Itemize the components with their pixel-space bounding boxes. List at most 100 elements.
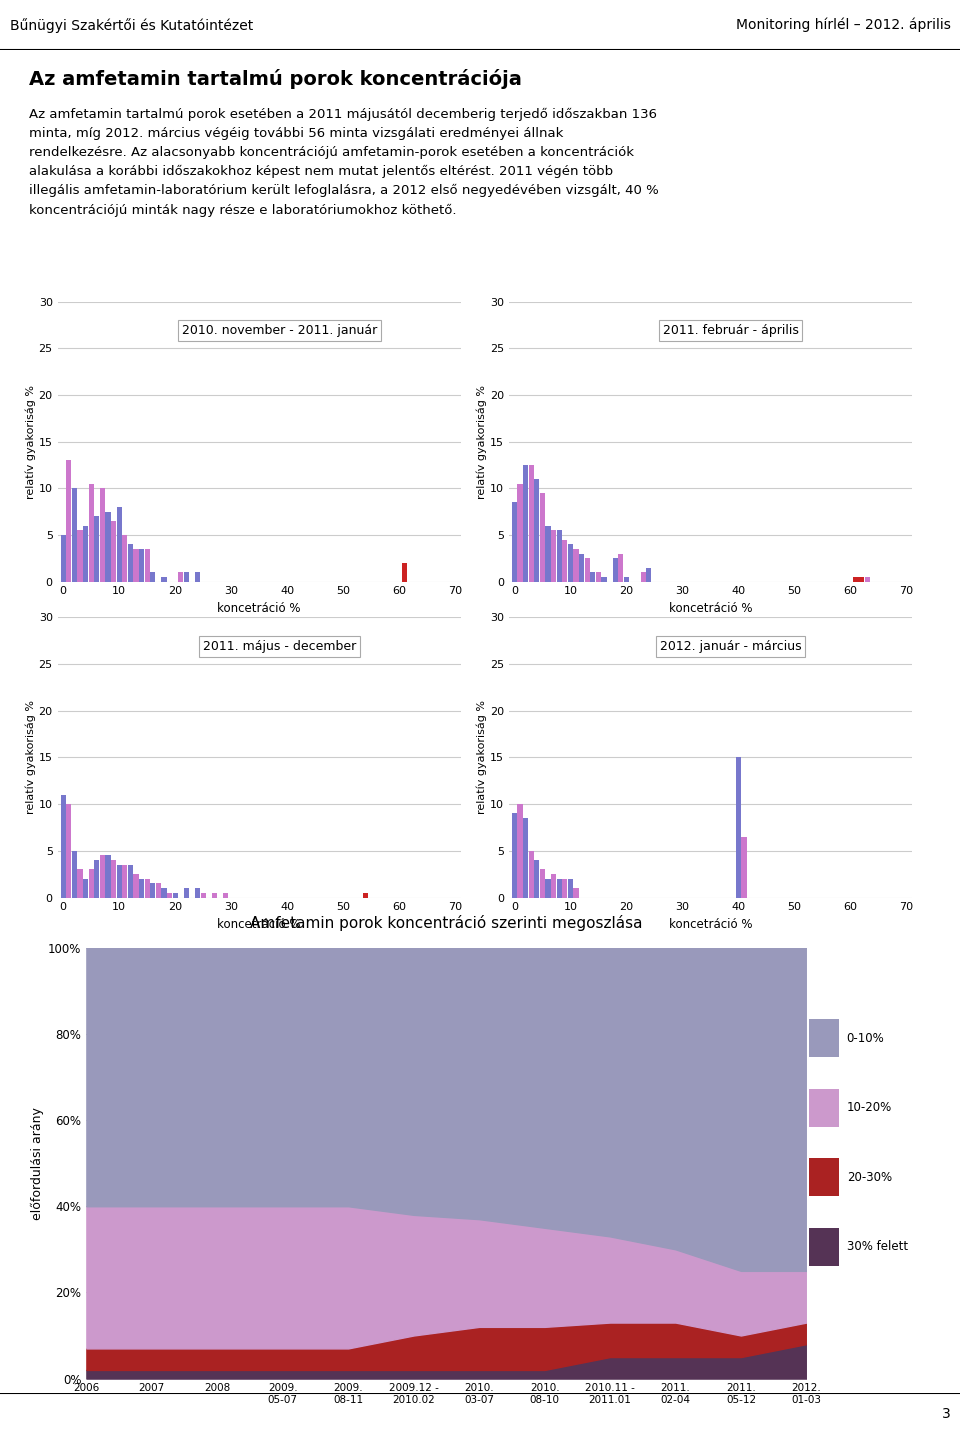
- Bar: [179, 573, 183, 582]
- Bar: [106, 856, 110, 898]
- Bar: [853, 577, 858, 582]
- Bar: [195, 887, 200, 898]
- Bar: [151, 883, 156, 898]
- Bar: [161, 577, 166, 582]
- Y-axis label: relatív gyakoriság %: relatív gyakoriság %: [25, 385, 36, 498]
- Bar: [545, 526, 550, 582]
- Bar: [78, 530, 83, 582]
- FancyBboxPatch shape: [809, 1088, 839, 1127]
- Bar: [184, 573, 189, 582]
- X-axis label: koncetráció %: koncetráció %: [218, 918, 300, 931]
- Bar: [517, 484, 522, 582]
- Bar: [100, 856, 105, 898]
- FancyBboxPatch shape: [809, 1020, 839, 1057]
- Bar: [128, 544, 132, 582]
- Bar: [161, 887, 166, 898]
- Bar: [512, 503, 516, 582]
- Bar: [72, 488, 77, 582]
- Bar: [139, 549, 144, 582]
- Bar: [139, 879, 144, 898]
- Bar: [111, 521, 116, 582]
- Bar: [145, 549, 150, 582]
- FancyBboxPatch shape: [809, 1159, 839, 1196]
- Bar: [545, 879, 550, 898]
- Bar: [865, 577, 870, 582]
- Bar: [195, 573, 200, 582]
- Bar: [94, 516, 99, 582]
- Bar: [94, 860, 99, 898]
- Bar: [557, 530, 562, 582]
- X-axis label: koncetráció %: koncetráció %: [669, 602, 752, 615]
- Bar: [573, 887, 579, 898]
- FancyBboxPatch shape: [809, 1228, 839, 1265]
- Bar: [612, 559, 617, 582]
- Bar: [741, 837, 747, 898]
- Bar: [184, 887, 189, 898]
- Bar: [602, 577, 607, 582]
- Bar: [223, 893, 228, 898]
- Bar: [133, 875, 138, 898]
- Bar: [859, 577, 864, 582]
- Text: Az amfetamin tartalmú porok koncentrációja: Az amfetamin tartalmú porok koncentráció…: [29, 69, 521, 89]
- Bar: [84, 879, 88, 898]
- Text: 20-30%: 20-30%: [847, 1170, 892, 1183]
- Text: 30% felett: 30% felett: [847, 1241, 908, 1254]
- Bar: [78, 870, 83, 898]
- Bar: [568, 879, 573, 898]
- Bar: [156, 883, 161, 898]
- Bar: [117, 507, 122, 582]
- Bar: [122, 536, 128, 582]
- Bar: [151, 573, 156, 582]
- Bar: [517, 804, 522, 898]
- Bar: [145, 879, 150, 898]
- Y-axis label: relatív gyakoriság %: relatív gyakoriság %: [476, 385, 487, 498]
- Bar: [212, 893, 217, 898]
- Bar: [88, 870, 94, 898]
- Bar: [88, 484, 94, 582]
- Bar: [523, 819, 528, 898]
- Bar: [596, 573, 601, 582]
- Bar: [736, 758, 741, 898]
- Bar: [100, 488, 105, 582]
- Text: 2010. november - 2011. január: 2010. november - 2011. január: [181, 325, 377, 337]
- Bar: [563, 540, 567, 582]
- Bar: [363, 893, 368, 898]
- Bar: [512, 813, 516, 898]
- Bar: [133, 549, 138, 582]
- Bar: [585, 559, 589, 582]
- Text: Amfetamin porok koncentráció szerinti megoszlása: Amfetamin porok koncentráció szerinti me…: [251, 915, 642, 931]
- Text: 2011. február - április: 2011. február - április: [662, 325, 799, 337]
- X-axis label: koncetráció %: koncetráció %: [218, 602, 300, 615]
- Bar: [618, 553, 623, 582]
- Bar: [624, 577, 629, 582]
- Bar: [551, 530, 556, 582]
- Bar: [167, 893, 172, 898]
- Bar: [540, 493, 545, 582]
- Bar: [563, 879, 567, 898]
- Bar: [60, 796, 65, 898]
- Y-axis label: relatív gyakoriság %: relatív gyakoriság %: [476, 701, 487, 814]
- Bar: [540, 870, 545, 898]
- Text: 2012. január - március: 2012. január - március: [660, 640, 802, 653]
- Bar: [117, 864, 122, 898]
- Bar: [72, 850, 77, 898]
- Bar: [590, 573, 595, 582]
- Bar: [640, 573, 646, 582]
- X-axis label: koncetráció %: koncetráció %: [669, 918, 752, 931]
- Bar: [523, 465, 528, 582]
- Bar: [529, 465, 534, 582]
- Text: 0-10%: 0-10%: [847, 1031, 884, 1045]
- Bar: [122, 864, 128, 898]
- Y-axis label: relatív gyakoriság %: relatív gyakoriság %: [25, 701, 36, 814]
- Bar: [66, 460, 71, 582]
- Text: Bűnügyi Szakértői és Kutatóintézet: Bűnügyi Szakértői és Kutatóintézet: [10, 17, 252, 33]
- Bar: [557, 879, 562, 898]
- Bar: [201, 893, 205, 898]
- Bar: [173, 893, 178, 898]
- Text: Monitoring hírlél – 2012. április: Monitoring hírlél – 2012. április: [735, 17, 950, 33]
- Bar: [111, 860, 116, 898]
- Text: Az amfetamin tartalmú porok esetében a 2011 májusától decemberig terjedő időszak: Az amfetamin tartalmú porok esetében a 2…: [29, 108, 659, 217]
- Bar: [529, 850, 534, 898]
- Bar: [535, 478, 540, 582]
- Bar: [573, 549, 579, 582]
